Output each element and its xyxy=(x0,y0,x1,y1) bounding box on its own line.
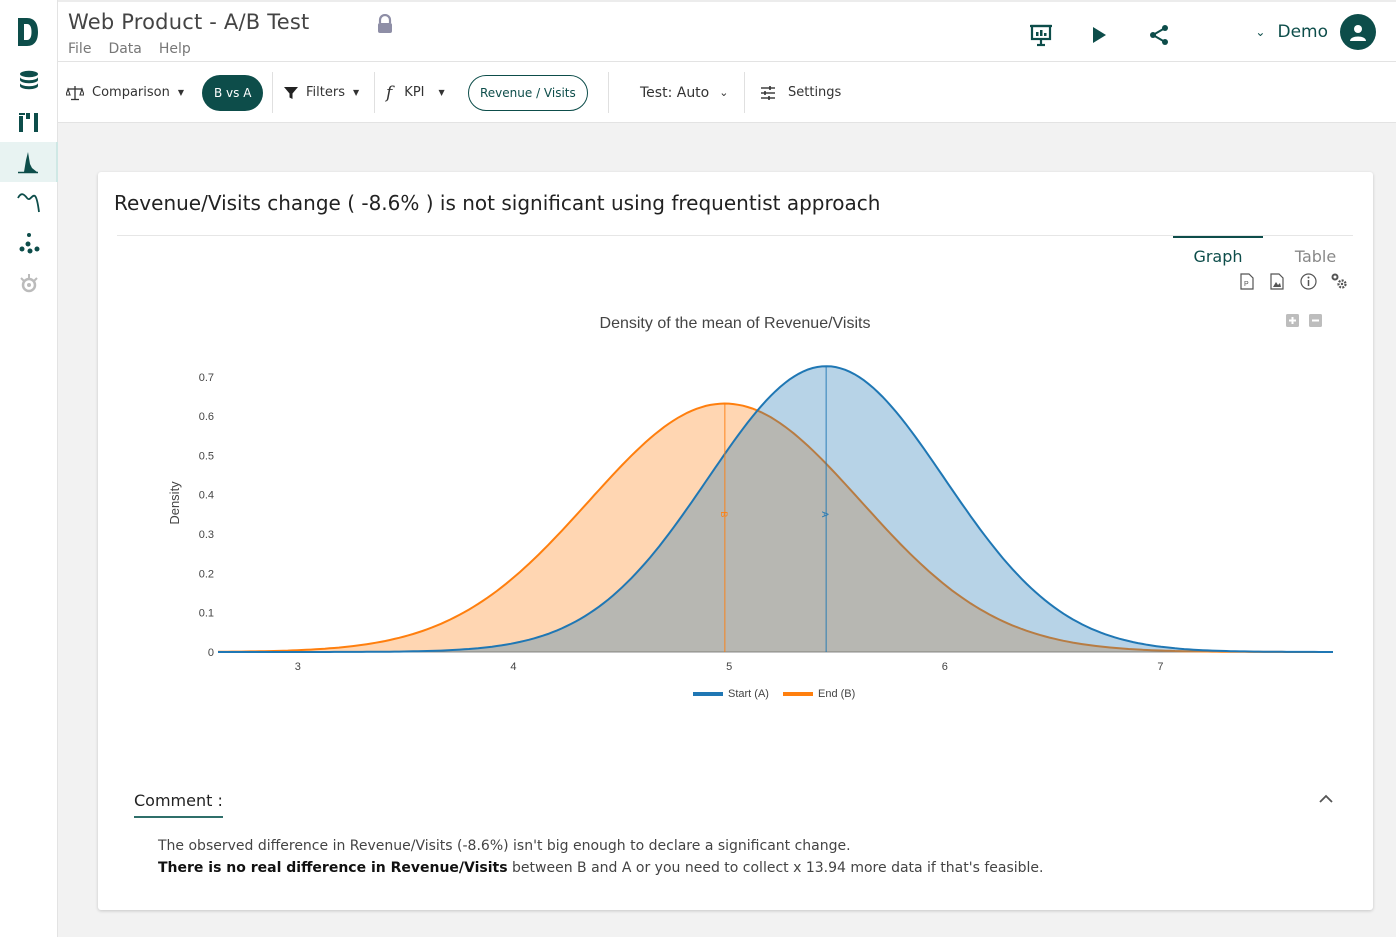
left-rail xyxy=(0,0,58,937)
legend-swatch-A xyxy=(693,692,723,696)
comment-text: The observed difference in Revenue/Visit… xyxy=(158,835,1043,879)
zoom-in-icon[interactable] xyxy=(1286,314,1299,327)
y-tick-label: 0.2 xyxy=(199,568,214,580)
divider xyxy=(117,235,1353,236)
settings-label: Settings xyxy=(788,85,842,100)
divider xyxy=(744,72,745,113)
chevron-up-icon[interactable] xyxy=(1319,794,1333,804)
tab-graph[interactable]: Graph xyxy=(1173,236,1263,266)
database-icon[interactable] xyxy=(0,62,58,102)
x-tick-label: 7 xyxy=(1157,661,1163,673)
series-area-B xyxy=(218,403,1333,652)
comparison-label: Comparison xyxy=(92,85,170,100)
series-area-A xyxy=(218,366,1333,652)
kpi-value-button[interactable]: Revenue / Visits xyxy=(468,74,588,111)
bvsa-button-wrap: B vs A xyxy=(202,62,264,123)
caret-down-icon: ▼ xyxy=(438,88,445,97)
app-logo-icon[interactable] xyxy=(16,16,40,48)
filters-label: Filters xyxy=(306,85,345,100)
kpi-label: KPI xyxy=(404,85,425,100)
sliders-icon xyxy=(761,85,775,100)
image-export-icon[interactable] xyxy=(1268,272,1286,290)
ai-brain-icon[interactable] xyxy=(0,264,58,304)
test-dropdown[interactable]: Test: Auto ⌄ xyxy=(640,62,728,123)
legend-label-B: End (B) xyxy=(818,688,855,700)
kpi-value-wrap: Revenue / Visits xyxy=(468,62,588,123)
share-icon[interactable] xyxy=(1146,22,1172,48)
filters-dropdown[interactable]: Filters ▼ xyxy=(284,62,359,123)
tab-table[interactable]: Table xyxy=(1294,247,1337,266)
comment-line-1: The observed difference in Revenue/Visit… xyxy=(158,838,851,854)
lock-icon xyxy=(378,14,392,33)
page-title: Web Product - A/B Test xyxy=(68,10,310,34)
legend: Start (A) End (B) xyxy=(693,688,855,700)
legend-label-A: Start (A) xyxy=(728,688,769,700)
function-icon: f xyxy=(386,82,393,103)
caret-down-icon: ▼ xyxy=(352,88,360,97)
comment-line-2: There is no real difference in Revenue/V… xyxy=(158,857,1043,879)
caret-down-icon: ▼ xyxy=(177,88,184,97)
play-icon[interactable] xyxy=(1086,22,1112,48)
y-axis-label: Density xyxy=(167,481,182,525)
top-header: Web Product - A/B Test File Data Help ⌄ … xyxy=(58,0,1396,62)
info-icon[interactable] xyxy=(1299,272,1317,290)
x-tick-label: 4 xyxy=(510,661,516,673)
comment-recommendation: between B and A or you need to collect x… xyxy=(507,860,1044,876)
zoom-out-icon[interactable] xyxy=(1309,314,1322,327)
trend-line-icon[interactable] xyxy=(0,182,58,222)
y-tick-label: 0 xyxy=(208,647,214,659)
chart-title: Density of the mean of Revenue/Visits xyxy=(600,315,871,332)
menu-help[interactable]: Help xyxy=(158,41,191,57)
y-tick-label: 0.6 xyxy=(199,411,214,423)
result-card: Revenue/Visits change ( -8.6% ) is not s… xyxy=(98,172,1373,910)
card-title: Revenue/Visits change ( -8.6% ) is not s… xyxy=(114,191,881,215)
comment-conclusion: There is no real difference in Revenue/V… xyxy=(158,860,508,876)
presentation-icon[interactable] xyxy=(1028,22,1054,48)
avatar[interactable] xyxy=(1340,14,1376,50)
density-chart-icon[interactable] xyxy=(0,142,58,182)
y-tick-label: 0.4 xyxy=(199,490,214,502)
columns-icon[interactable] xyxy=(0,102,58,142)
test-label: Test: Auto xyxy=(640,84,710,101)
menu-bar: File Data Help xyxy=(68,41,208,57)
toolbar: Comparison ▼ B vs A Filters ▼ f KPI ▼ Re… xyxy=(58,62,1396,123)
balance-scale-icon xyxy=(66,85,84,100)
menu-data[interactable]: Data xyxy=(108,41,142,57)
pdf-export-icon[interactable]: P xyxy=(1238,272,1256,290)
divider xyxy=(608,72,609,113)
mean-label-B: B xyxy=(719,511,729,517)
scatter-icon[interactable] xyxy=(0,222,58,262)
x-tick-label: 6 xyxy=(942,661,948,673)
settings-button[interactable]: Settings xyxy=(760,62,841,123)
menu-file[interactable]: File xyxy=(68,41,92,57)
divider xyxy=(272,72,273,113)
comparison-dropdown[interactable]: Comparison ▼ xyxy=(66,62,184,123)
chevron-down-icon: ⌄ xyxy=(1255,25,1266,39)
series-line-B xyxy=(217,402,1333,653)
plot-area: 0 0.1 0.2 0.3 0.4 0.5 0.6 0.7 3 4 5 6 7 A B xyxy=(199,365,1333,673)
series-line-A xyxy=(218,365,1333,653)
chart-settings-icon[interactable] xyxy=(1330,272,1348,290)
mean-label-A: A xyxy=(820,511,830,517)
density-chart: Density of the mean of Revenue/Visits De… xyxy=(167,314,1333,700)
y-tick-label: 0.3 xyxy=(199,529,214,541)
b-vs-a-button[interactable]: B vs A xyxy=(202,74,264,111)
y-tick-label: 0.7 xyxy=(199,372,214,384)
svg-text:P: P xyxy=(1244,281,1249,288)
user-menu[interactable]: ⌄ Demo xyxy=(1255,14,1376,50)
comment-label[interactable]: Comment : xyxy=(134,791,223,818)
legend-swatch-B xyxy=(783,692,813,696)
x-tick-label: 3 xyxy=(295,661,301,673)
y-tick-label: 0.5 xyxy=(199,450,214,462)
y-tick-label: 0.1 xyxy=(199,608,214,620)
chevron-down-icon: ⌄ xyxy=(719,86,729,99)
divider xyxy=(374,72,375,113)
user-name: Demo xyxy=(1277,22,1328,42)
kpi-dropdown[interactable]: f KPI ▼ xyxy=(386,62,445,123)
filter-icon xyxy=(284,86,298,99)
x-tick-label: 5 xyxy=(726,661,732,673)
